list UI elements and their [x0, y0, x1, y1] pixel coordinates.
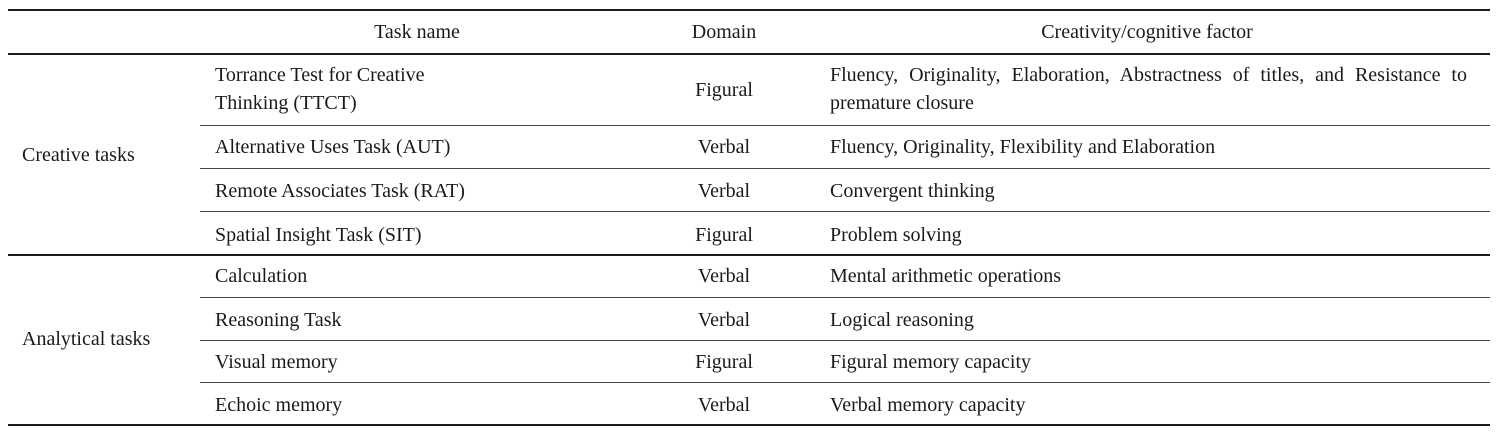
factor-reasoning: Logical reasoning	[830, 309, 974, 331]
task-name-ttct-line1: Torrance Test for Creative	[215, 64, 425, 86]
row-divider	[200, 297, 1490, 298]
header-factor: Creativity/cognitive factor	[1041, 21, 1253, 43]
table-bottom-rule	[8, 424, 1490, 426]
row-divider	[200, 211, 1490, 212]
factor-ttct: Fluency, Originality, Elaboration, Abstr…	[830, 64, 1467, 114]
task-name-aut: Alternative Uses Task (AUT)	[215, 136, 451, 158]
header-task-name: Task name	[374, 21, 460, 43]
table-top-rule	[8, 9, 1490, 11]
group-divider	[8, 254, 1490, 256]
factor-aut: Fluency, Originality, Flexibility and El…	[830, 136, 1216, 158]
row-divider	[200, 125, 1490, 126]
domain-aut: Verbal	[697, 136, 751, 158]
header-bottom-rule	[8, 53, 1490, 55]
task-name-ttct-line2: Thinking (TTCT)	[215, 92, 357, 114]
factor-calculation: Mental arithmetic operations	[830, 265, 1062, 287]
group-label-analytical: Analytical tasks	[22, 328, 151, 350]
row-divider	[200, 382, 1490, 383]
domain-ttct: Figural	[695, 79, 753, 101]
task-name-echoic-memory: Echoic memory	[215, 394, 343, 416]
header-domain: Domain	[691, 21, 757, 43]
factor-sit: Problem solving	[830, 224, 962, 246]
row-divider	[200, 340, 1490, 341]
task-name-calculation: Calculation	[215, 265, 308, 287]
factor-echoic-memory: Verbal memory capacity	[830, 394, 1026, 416]
domain-calculation: Verbal	[697, 265, 751, 287]
factor-rat: Convergent thinking	[830, 180, 995, 202]
domain-sit: Figural	[695, 224, 753, 246]
domain-rat: Verbal	[697, 180, 751, 202]
row-divider	[200, 168, 1490, 169]
factor-visual-memory: Figural memory capacity	[830, 351, 1032, 373]
task-name-rat: Remote Associates Task (RAT)	[215, 180, 465, 202]
domain-reasoning: Verbal	[697, 309, 751, 331]
group-label-creative: Creative tasks	[22, 144, 135, 166]
domain-visual-memory: Figural	[695, 351, 753, 373]
task-name-sit: Spatial Insight Task (SIT)	[215, 224, 422, 246]
domain-echoic-memory: Verbal	[697, 394, 751, 416]
task-name-reasoning: Reasoning Task	[215, 309, 342, 331]
task-name-visual-memory: Visual memory	[215, 351, 338, 373]
